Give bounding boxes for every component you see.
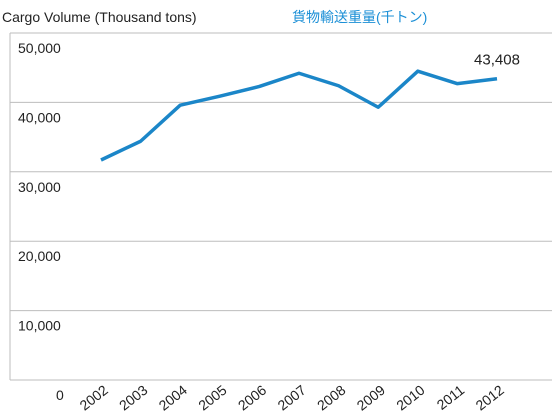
y-tick-label: 30,000 (18, 179, 61, 195)
chart-title: Cargo Volume (Thousand tons) (2, 9, 197, 25)
x-tick-label: 2008 (314, 382, 349, 414)
x-tick-label: 2003 (116, 382, 151, 414)
chart-subtitle: 貨物輸送重量(千トン) (292, 9, 427, 25)
x-tick-label: 2012 (472, 382, 507, 414)
x-tick-label: 2009 (354, 382, 389, 414)
x-tick-label: 2011 (434, 382, 468, 413)
y-tick-label: 0 (56, 387, 64, 403)
x-tick-label: 2002 (76, 382, 111, 414)
data-line (100, 69, 498, 162)
y-tick-label: 20,000 (18, 248, 61, 264)
x-tick-label: 2007 (274, 382, 309, 414)
x-tick-label: 2010 (393, 382, 428, 414)
y-tick-label: 10,000 (18, 318, 61, 334)
x-tick-label: 2004 (156, 382, 191, 414)
y-tick-label: 40,000 (18, 109, 61, 125)
x-tick-label: 2006 (235, 382, 270, 414)
data-label: 43,408 (474, 52, 520, 69)
x-tick-label: 2005 (195, 382, 230, 414)
y-tick-label: 50,000 (18, 40, 61, 56)
